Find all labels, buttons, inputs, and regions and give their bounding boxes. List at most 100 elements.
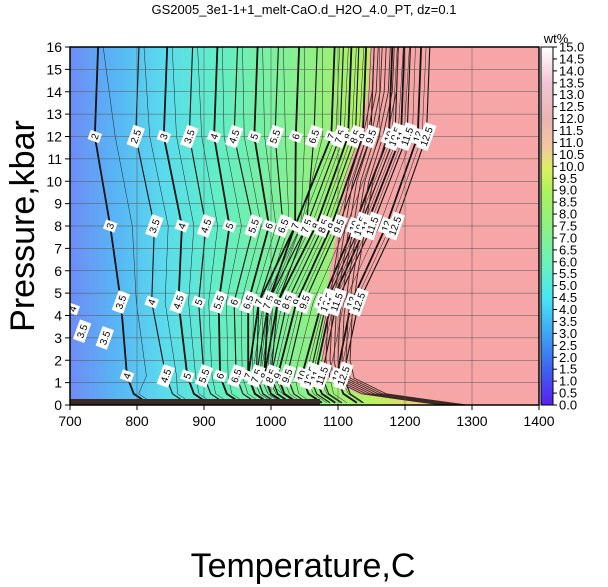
svg-text:4.5: 4.5 xyxy=(227,128,242,145)
colorbar-tick-label: 10.5 xyxy=(559,147,584,162)
contour-label: 5.5 xyxy=(265,124,285,149)
y-tick-label: 9 xyxy=(54,196,62,212)
colorbar-tick-label: 1.5 xyxy=(559,362,577,377)
colorbar-tick-label: 8.5 xyxy=(559,195,577,210)
colorbar-tick-label: 5.0 xyxy=(559,278,577,293)
y-tick-label: 7 xyxy=(54,240,62,256)
colorbar-tick-label: 8.0 xyxy=(559,207,577,222)
svg-text:6: 6 xyxy=(229,298,241,307)
svg-text:3: 3 xyxy=(159,132,171,141)
colorbar-gradient xyxy=(540,46,554,406)
svg-text:2.5: 2.5 xyxy=(129,128,144,145)
svg-text:6.5: 6.5 xyxy=(230,367,245,384)
y-tick-label: 5 xyxy=(54,285,62,301)
contour-label: 2.5 xyxy=(126,124,145,149)
svg-text:9.5: 9.5 xyxy=(332,218,347,235)
svg-text:4: 4 xyxy=(209,132,221,141)
contour-label: 6 xyxy=(261,219,277,233)
contour-label: 3.5 xyxy=(111,290,131,314)
svg-text:7: 7 xyxy=(243,371,255,380)
svg-text:4.5: 4.5 xyxy=(199,218,214,235)
contour-label: 4 xyxy=(68,302,80,316)
svg-text:4: 4 xyxy=(122,371,134,380)
x-axis-title: Temperature,C xyxy=(191,547,416,585)
svg-text:4: 4 xyxy=(177,221,189,230)
contour-label: 4.5 xyxy=(196,214,216,238)
contour-label: 6 xyxy=(226,295,242,309)
svg-text:3.5: 3.5 xyxy=(98,329,113,346)
x-tick-label: 900 xyxy=(192,413,216,429)
y-tick-label: 2 xyxy=(54,352,62,368)
colorbar-tick-label: 6.0 xyxy=(559,254,577,269)
colorbar-tick-label: 9.0 xyxy=(559,183,577,198)
y-tick-label: 13 xyxy=(46,106,62,122)
colorbar-tick-label: 0.0 xyxy=(559,398,577,413)
svg-text:6: 6 xyxy=(215,371,227,380)
contour-label: 2 xyxy=(87,129,103,144)
svg-text:5.5: 5.5 xyxy=(212,294,227,311)
colorbar-tick-label: 3.0 xyxy=(559,326,577,341)
colorbar-tick-label: 7.0 xyxy=(559,230,577,245)
y-tick-label: 12 xyxy=(46,129,62,145)
svg-text:3: 3 xyxy=(105,221,117,230)
svg-text:9: 9 xyxy=(358,132,370,141)
y-axis-title: Pressure,kbar xyxy=(4,120,42,332)
colorbar-tick-label: 11.5 xyxy=(559,123,583,138)
y-tick-label: 14 xyxy=(46,84,62,100)
colorbar-tick-label: 9.5 xyxy=(559,171,577,186)
svg-text:6.5: 6.5 xyxy=(276,218,291,235)
contour-label: 3.5 xyxy=(95,326,114,350)
contour-label: 3.5 xyxy=(72,319,92,344)
svg-text:9.5: 9.5 xyxy=(280,367,295,384)
svg-text:5.5: 5.5 xyxy=(197,367,212,384)
contour-labels: 22.533.544.555.566.577.588.599.51010.511… xyxy=(68,122,437,391)
svg-text:8: 8 xyxy=(273,298,285,307)
svg-text:5: 5 xyxy=(182,371,194,380)
svg-text:9: 9 xyxy=(291,298,303,307)
y-tick-label: 8 xyxy=(54,218,62,234)
svg-text:4.5: 4.5 xyxy=(159,367,174,384)
y-tick-label: 16 xyxy=(46,39,62,55)
svg-text:4: 4 xyxy=(147,298,159,307)
x-axis-ticks: 700 800 900 1000 1100 1200 1300 1400 xyxy=(58,405,555,429)
y-tick-label: 4 xyxy=(54,308,62,324)
colorbar-tick-label: 13.0 xyxy=(559,87,584,102)
x-tick-label: 1300 xyxy=(456,413,487,429)
svg-text:9: 9 xyxy=(273,371,285,380)
y-tick-label: 10 xyxy=(46,173,62,189)
svg-text:4: 4 xyxy=(68,304,80,313)
contour-label: 5 xyxy=(180,369,195,383)
svg-text:3.5: 3.5 xyxy=(183,128,198,145)
colorbar-tick-label: 5.5 xyxy=(559,266,577,281)
contour-label: 4 xyxy=(119,369,135,383)
svg-text:5: 5 xyxy=(249,132,261,141)
colorbar-tick-label: 15.0 xyxy=(559,40,584,55)
svg-text:7: 7 xyxy=(290,221,302,230)
contour-label: 4.5 xyxy=(169,290,188,314)
svg-text:6: 6 xyxy=(264,221,276,230)
contour-label: 6 xyxy=(212,369,228,383)
contour-label: 5 xyxy=(247,129,262,144)
contour-label: 6 xyxy=(288,129,304,144)
y-tick-label: 11 xyxy=(47,151,62,167)
contour-label: 4.5 xyxy=(224,124,244,149)
x-tick-label: 1000 xyxy=(255,413,286,429)
y-tick-label: 15 xyxy=(46,61,62,77)
contour-label: 3.5 xyxy=(180,124,199,149)
contour-label: 9.5 xyxy=(361,124,380,149)
contour-label: 7 xyxy=(287,219,303,233)
svg-text:9.5: 9.5 xyxy=(364,128,379,145)
contour-label: 5.5 xyxy=(194,364,214,388)
plot-area: 22.533.544.555.566.577.588.599.51010.511… xyxy=(68,47,539,405)
colorbar-tick-label: 1.0 xyxy=(559,374,577,389)
svg-text:6.5: 6.5 xyxy=(307,128,322,145)
contour-label: 4.5 xyxy=(156,364,175,388)
colorbar-tick-label: 2.5 xyxy=(559,338,577,353)
colorbar: wt% 0.00.51.01.52.02.53.03.54.04.55.05.5… xyxy=(540,31,584,413)
colorbar-tick-label: 14.0 xyxy=(559,63,584,78)
contour-label: 5 xyxy=(191,295,206,309)
y-tick-label: 3 xyxy=(54,330,62,346)
y-tick-label: 0 xyxy=(54,397,62,413)
